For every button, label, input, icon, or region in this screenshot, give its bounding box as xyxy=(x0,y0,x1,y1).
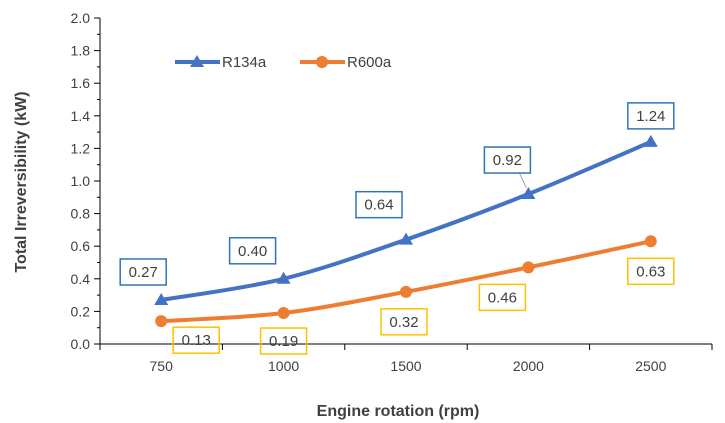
data-label: 0.40 xyxy=(228,237,277,265)
triangle-marker xyxy=(190,55,204,67)
data-label-box xyxy=(478,283,527,312)
data-label-box xyxy=(355,190,403,219)
triangle-marker xyxy=(399,232,413,245)
y-tick-label: 0.6 xyxy=(71,238,91,254)
circle-marker xyxy=(155,315,168,328)
data-label-text: 0.64 xyxy=(364,197,393,214)
legend-label: R600a xyxy=(347,54,392,71)
y-tick-label: 0.0 xyxy=(71,336,91,352)
data-label: 0.19 xyxy=(259,327,308,355)
y-axis-title: Total Irreversibility (kW) xyxy=(13,91,30,272)
legend: R134a R600a xyxy=(175,54,392,71)
y-tick-label: 1.4 xyxy=(71,108,91,124)
x-tick-label: 2000 xyxy=(513,358,544,374)
data-label-text: 0.63 xyxy=(636,263,665,280)
data-label-text: 0.92 xyxy=(493,152,522,169)
triangle-marker xyxy=(643,134,658,147)
x-tick-label: 1000 xyxy=(268,358,299,374)
x-tick-label: 1500 xyxy=(390,358,421,374)
y-tick-label: 1.0 xyxy=(71,173,91,189)
data-label: 0.13 xyxy=(172,326,220,354)
x-tick-label: 750 xyxy=(150,358,174,374)
data-label-box xyxy=(483,146,532,174)
data-label-text: 0.46 xyxy=(488,289,517,306)
series-line-r134a xyxy=(160,140,652,302)
y-tick-label: 0.4 xyxy=(71,271,91,287)
data-label: 0.64 xyxy=(355,190,403,219)
legend-label: R134a xyxy=(222,54,267,71)
circle-marker xyxy=(316,56,328,68)
data-label-text: 1.24 xyxy=(636,108,665,125)
circle-marker xyxy=(644,235,657,248)
legend-item-r134a: R134a xyxy=(175,54,267,71)
triangle-marker xyxy=(521,187,536,200)
data-label-box xyxy=(228,237,277,265)
data-label: 0.27 xyxy=(119,258,167,286)
data-label: 1.24 xyxy=(627,102,675,130)
triangle-marker xyxy=(276,271,291,284)
circle-marker xyxy=(400,285,412,298)
data-label-box xyxy=(627,257,675,286)
data-labels: 0.27 0.40 0.64 0.92 1.24 0.13 0.19 0.32 0.46 0.63 xyxy=(119,102,675,355)
data-label-text: 0.27 xyxy=(129,264,158,281)
data-label-box xyxy=(259,327,308,355)
circle-marker xyxy=(522,261,535,274)
data-label: 0.46 xyxy=(478,283,527,312)
data-label-text: 0.40 xyxy=(238,243,267,260)
y-tick-label: 0.8 xyxy=(71,206,91,222)
y-tick-label: 1.8 xyxy=(71,43,91,59)
y-tick-label: 1.6 xyxy=(71,75,91,91)
leader-line xyxy=(518,172,527,189)
data-label-box xyxy=(119,258,167,286)
axes: 0.0 0.2 0.4 0.6 0.8 1.0 1.2 1.4 1.6 1.8 2.0 750 1000… xyxy=(71,10,713,374)
series-layer xyxy=(154,134,658,328)
x-axis-title: Engine rotation (rpm) xyxy=(317,403,480,420)
data-label-text: 0.19 xyxy=(269,333,298,350)
y-tick-label: 1.2 xyxy=(71,140,91,156)
data-label: 0.63 xyxy=(627,257,675,286)
data-label-box xyxy=(380,308,428,336)
data-label-box xyxy=(172,326,220,354)
circle-marker xyxy=(277,307,290,320)
x-tick-label: 2500 xyxy=(635,358,666,374)
data-label-box xyxy=(627,102,675,130)
data-label: 0.92 xyxy=(483,146,532,189)
legend-item-r600a: R600a xyxy=(300,54,392,71)
data-label-text: 0.32 xyxy=(389,314,418,331)
y-tick-label: 2.0 xyxy=(71,10,91,26)
data-label: 0.32 xyxy=(380,308,428,336)
y-tick-label: 0.2 xyxy=(71,303,91,319)
triangle-marker xyxy=(154,292,169,305)
data-label-text: 0.13 xyxy=(182,332,211,349)
